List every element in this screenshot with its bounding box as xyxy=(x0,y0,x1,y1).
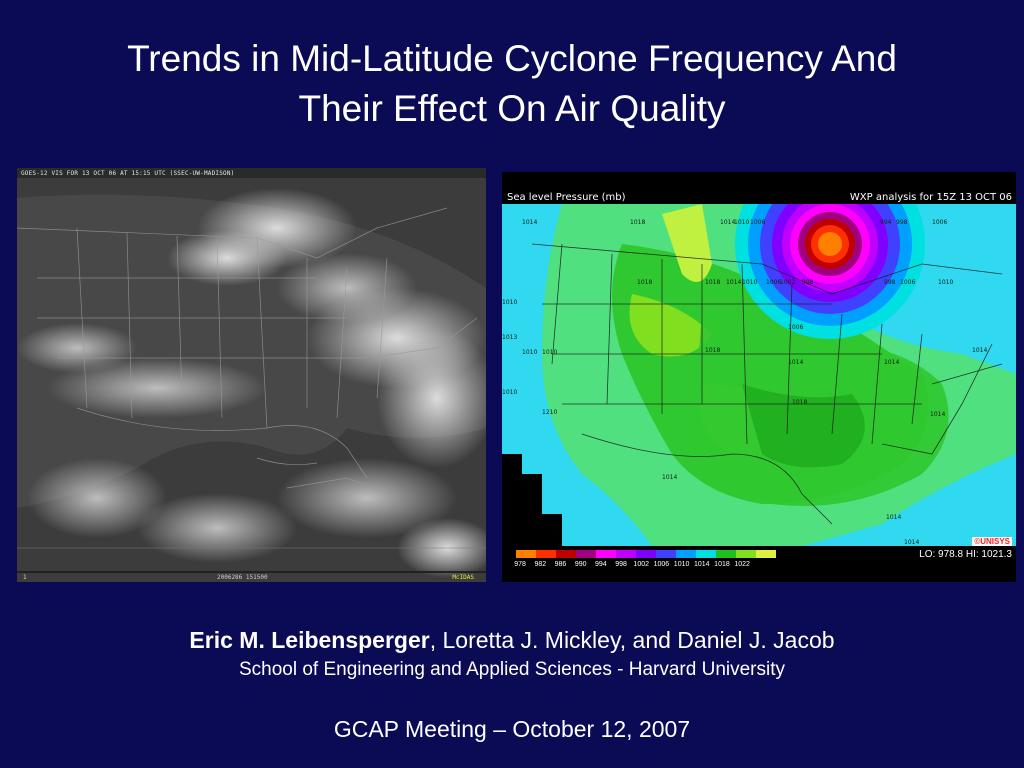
legend-label: 1006 xyxy=(653,561,670,568)
meeting-date: GCAP Meeting – October 12, 2007 xyxy=(333,716,691,742)
satellite-footer-left: 1 xyxy=(23,574,27,581)
pressure-map-title: Sea level Pressure (mb) xyxy=(507,192,626,203)
legend-label: 1014 xyxy=(693,561,710,568)
svg-text:1006: 1006 xyxy=(932,219,947,226)
svg-text:1014: 1014 xyxy=(788,359,803,366)
satellite-caption: GOES-12 VIS FOR 13 OCT 06 AT 15:15 UTC (… xyxy=(21,170,235,177)
svg-text:1006: 1006 xyxy=(788,324,803,331)
svg-text:1014: 1014 xyxy=(884,359,899,366)
svg-text:998: 998 xyxy=(802,279,814,286)
pressure-legend-labels: 978 982 986 990 994 998 1002 1006 1010 1014 1018 10… xyxy=(510,561,752,568)
svg-text:1018: 1018 xyxy=(792,399,807,406)
svg-text:1013: 1013 xyxy=(502,334,517,341)
svg-text:998: 998 xyxy=(896,219,908,226)
legend-label: 1002 xyxy=(633,561,649,568)
legend-label: 994 xyxy=(595,561,607,568)
lead-author: Eric M. Leibensperger xyxy=(189,627,430,653)
svg-text:1014: 1014 xyxy=(662,474,677,481)
legend-swatch xyxy=(516,550,536,558)
author-list: Eric M. Leibensperger, Loretta J. Mickle… xyxy=(0,625,1024,655)
title-line-1: Trends in Mid-Latitude Cyclone Frequency… xyxy=(127,38,897,79)
svg-text:1014: 1014 xyxy=(720,219,735,226)
svg-text:1014: 1014 xyxy=(522,219,537,226)
svg-text:1010: 1010 xyxy=(502,389,517,396)
svg-text:1010: 1010 xyxy=(742,279,757,286)
slide-title: Trends in Mid-Latitude Cyclone Frequency… xyxy=(0,34,1024,134)
affiliation: School of Engineering and Applied Scienc… xyxy=(238,659,786,680)
co-authors: , Loretta J. Mickley, and Daniel J. Jaco… xyxy=(429,627,835,653)
legend-swatch xyxy=(736,550,756,558)
svg-text:1014: 1014 xyxy=(972,347,987,354)
legend-label: 998 xyxy=(615,561,627,568)
legend-swatch xyxy=(676,550,696,558)
svg-text:1210: 1210 xyxy=(542,409,557,416)
legend-swatch xyxy=(656,550,676,558)
legend-swatch xyxy=(536,550,556,558)
svg-text:1010: 1010 xyxy=(542,349,557,356)
svg-text:1006: 1006 xyxy=(750,219,765,226)
legend-swatch xyxy=(696,550,716,558)
legend-swatch xyxy=(716,550,736,558)
svg-text:994: 994 xyxy=(880,219,892,226)
svg-text:1010: 1010 xyxy=(502,299,517,306)
legend-label: 990 xyxy=(574,561,587,568)
legend-label: 1022 xyxy=(734,561,750,568)
legend-swatch xyxy=(756,550,776,558)
svg-text:1018: 1018 xyxy=(705,279,720,286)
satellite-footer-timestamp: 2006286 151500 xyxy=(217,574,268,581)
unisys-logo: ©UNISYS xyxy=(972,537,1012,546)
satellite-footer-source: McIDAS xyxy=(452,574,474,581)
legend-label: 1010 xyxy=(673,561,690,568)
svg-text:1014: 1014 xyxy=(886,514,901,521)
svg-text:1006: 1006 xyxy=(766,279,781,286)
pressure-map-analysis-time: WXP analysis for 15Z 13 OCT 06 xyxy=(849,192,1012,203)
legend-swatch xyxy=(636,550,656,558)
legend-swatch xyxy=(556,550,576,558)
legend-swatch xyxy=(596,550,616,558)
legend-label: 982 xyxy=(534,561,547,568)
svg-text:1010: 1010 xyxy=(938,279,953,286)
title-line-2: Their Effect On Air Quality xyxy=(298,88,726,129)
svg-text:1014: 1014 xyxy=(930,411,945,418)
legend-label: 986 xyxy=(554,561,567,568)
legend-swatch xyxy=(616,550,636,558)
pressure-lo-hi: LO: 978.8 HI: 1021.3 xyxy=(919,549,1012,560)
svg-text:1010: 1010 xyxy=(522,349,537,356)
svg-text:998: 998 xyxy=(884,279,896,286)
legend-label: 1018 xyxy=(714,561,730,568)
svg-text:1018: 1018 xyxy=(630,219,645,226)
svg-text:1014: 1014 xyxy=(904,539,919,546)
legend-label: 978 xyxy=(514,561,526,568)
satellite-image-graphic xyxy=(17,168,486,582)
pressure-map: Sea level Pressure (mb) WXP analysis for… xyxy=(502,172,1016,582)
svg-text:1018: 1018 xyxy=(705,347,720,354)
svg-text:1002: 1002 xyxy=(780,279,795,286)
legend-swatch xyxy=(576,550,596,558)
svg-text:1006: 1006 xyxy=(900,279,915,286)
svg-text:1010: 1010 xyxy=(734,219,749,226)
pressure-color-legend xyxy=(516,550,776,558)
satellite-image: GOES-12 VIS FOR 13 OCT 06 AT 15:15 UTC (… xyxy=(17,168,486,582)
svg-text:1014: 1014 xyxy=(726,279,741,286)
svg-text:1018: 1018 xyxy=(637,279,652,286)
